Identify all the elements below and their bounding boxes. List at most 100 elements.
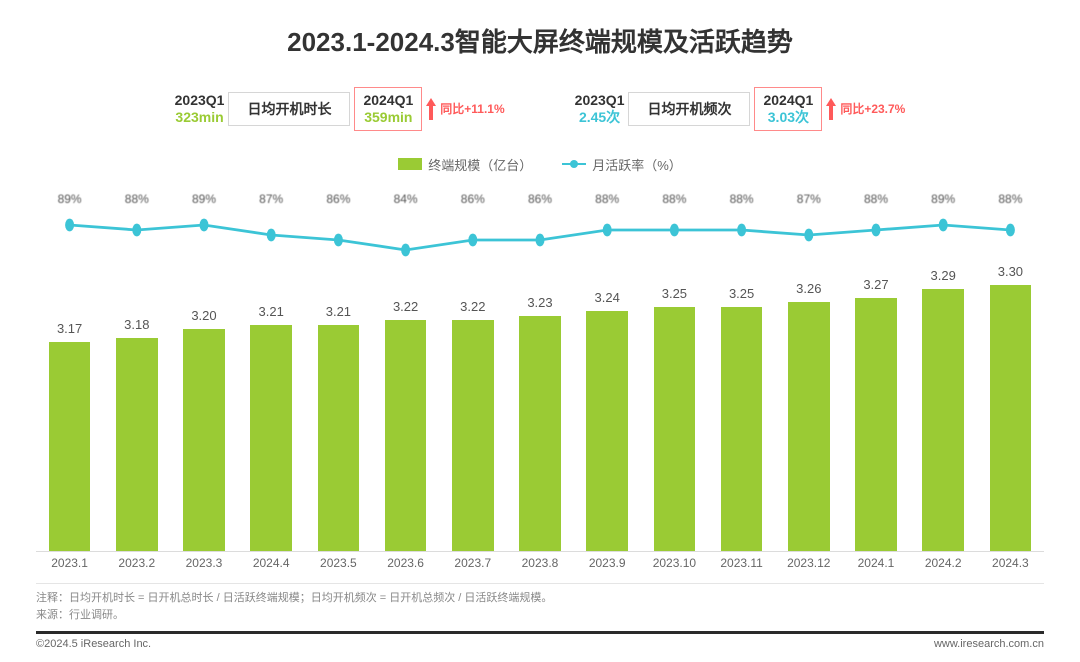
bars-layer: 3.173.183.203.213.213.223.223.233.243.25… — [36, 264, 1044, 552]
line-marker — [267, 228, 276, 241]
bar-wrap: 3.21 — [238, 304, 305, 551]
legend-line: 月活跃率（%） — [562, 155, 682, 174]
line-marker — [1006, 223, 1015, 236]
bar — [855, 298, 897, 551]
kpi-delta-text: 同比+23.7% — [840, 100, 905, 117]
bar — [721, 307, 763, 551]
x-axis-label: 2024.2 — [910, 556, 977, 570]
bar-wrap: 3.25 — [641, 286, 708, 551]
line-layer: 89%88%89%87%86%84%86%86%88%88%88%87%88%8… — [36, 192, 1044, 252]
legend-swatch-bar — [398, 158, 422, 170]
line-value-label: 84% — [394, 192, 418, 206]
kpi-period-label: 2024Q1 — [763, 92, 813, 109]
legend-bar: 终端规模（亿台） — [398, 155, 532, 174]
line-marker — [939, 218, 948, 231]
bar-value-label: 3.22 — [393, 299, 418, 314]
bar — [990, 285, 1032, 551]
line-value-label: 88% — [730, 192, 754, 206]
chart-footer: 注释：日均开机时长 = 日开机总时长 / 日活跃终端规模；日均开机频次 = 日开… — [0, 573, 1080, 662]
kpi-period-label: 2023Q1 — [575, 92, 625, 109]
line-svg — [36, 210, 1044, 270]
kpi-frequency-left: 2023Q1 2.45次 — [575, 92, 625, 126]
arrow-up-icon — [826, 98, 836, 120]
x-axis-label: 2023.7 — [439, 556, 506, 570]
line-value-label: 86% — [326, 192, 350, 206]
footer-copyright: ©2024.5 iResearch Inc. — [36, 638, 151, 650]
bar-value-label: 3.22 — [460, 299, 485, 314]
bar-wrap: 3.30 — [977, 264, 1044, 551]
bar-wrap: 3.29 — [910, 268, 977, 550]
kpi-value: 3.03次 — [768, 109, 809, 126]
footer-bar: ©2024.5 iResearch Inc. www.iresearch.com… — [36, 631, 1044, 650]
legend-swatch-line — [562, 163, 586, 165]
bar-value-label: 3.29 — [931, 268, 956, 283]
line-marker — [804, 228, 813, 241]
chart-title: 2023.1-2024.3智能大屏终端规模及活跃趋势 — [0, 0, 1080, 59]
bar-value-label: 3.30 — [998, 264, 1023, 279]
kpi-period-label: 2023Q1 — [175, 92, 225, 109]
bar-wrap: 3.26 — [775, 281, 842, 550]
footer-note-1: 注释：日均开机时长 = 日开机总时长 / 日活跃终端规模；日均开机频次 = 日开… — [36, 590, 1044, 607]
chart: 89%88%89%87%86%84%86%86%88%88%88%87%88%8… — [36, 192, 1044, 582]
line-value-label: 89% — [58, 192, 82, 206]
x-axis-label: 2023.3 — [170, 556, 237, 570]
bar-value-label: 3.20 — [191, 308, 216, 323]
line-marker — [872, 223, 881, 236]
line-marker — [603, 223, 612, 236]
bar-value-label: 3.21 — [326, 304, 351, 319]
x-axis-label: 2024.3 — [977, 556, 1044, 570]
line-marker — [334, 233, 343, 246]
kpi-value: 2.45次 — [579, 109, 620, 126]
x-axis-label: 2023.10 — [641, 556, 708, 570]
line-value-label: 88% — [998, 192, 1022, 206]
kpi-frequency: 2023Q1 2.45次 日均开机频次 2024Q1 3.03次 同比+23.7… — [575, 87, 906, 131]
kpi-delta-text: 同比+11.1% — [440, 100, 504, 117]
kpi-value: 323min — [175, 109, 223, 126]
x-axis-label: 2023.12 — [775, 556, 842, 570]
bar-value-label: 3.21 — [259, 304, 284, 319]
x-axis-label: 2023.11 — [708, 556, 775, 570]
bar-wrap: 3.22 — [372, 299, 439, 550]
line-marker — [536, 233, 545, 246]
x-axis-label: 2023.1 — [36, 556, 103, 570]
bar — [49, 342, 91, 550]
bar — [922, 289, 964, 550]
line-value-label: 86% — [461, 192, 485, 206]
bar — [654, 307, 696, 551]
legend-bar-label: 终端规模（亿台） — [428, 155, 532, 174]
chart-area: 89%88%89%87%86%84%86%86%88%88%88%87%88%8… — [36, 192, 1044, 582]
bar-wrap: 3.22 — [439, 299, 506, 550]
bar-value-label: 3.25 — [662, 286, 687, 301]
bar — [250, 325, 292, 551]
kpi-duration-right: 2024Q1 359min — [354, 87, 422, 131]
bar-wrap: 3.20 — [170, 308, 237, 551]
line-marker — [65, 218, 74, 231]
bar-wrap: 3.23 — [506, 295, 573, 551]
bar-value-label: 3.26 — [796, 281, 821, 296]
bar-wrap: 3.24 — [574, 290, 641, 550]
kpi-value: 359min — [364, 109, 412, 126]
kpi-delta: 同比+23.7% — [826, 98, 905, 120]
legend-line-label: 月活跃率（%） — [592, 155, 682, 174]
kpi-label-box: 日均开机频次 — [628, 92, 750, 126]
kpi-row: 2023Q1 323min 日均开机时长 2024Q1 359min 同比+11… — [0, 87, 1080, 131]
x-axis-label: 2023.9 — [574, 556, 641, 570]
bar — [183, 329, 225, 551]
line-marker — [670, 223, 679, 236]
bar — [519, 316, 561, 551]
kpi-duration: 2023Q1 323min 日均开机时长 2024Q1 359min 同比+11… — [175, 87, 505, 131]
kpi-duration-left: 2023Q1 323min — [175, 92, 225, 126]
bar — [385, 320, 427, 550]
bar — [788, 302, 830, 550]
bar-wrap: 3.27 — [842, 277, 909, 551]
x-axis-label: 2023.2 — [103, 556, 170, 570]
line-marker — [132, 223, 141, 236]
bar-value-label: 3.24 — [595, 290, 620, 305]
line-value-label: 88% — [662, 192, 686, 206]
bar-wrap: 3.25 — [708, 286, 775, 551]
x-axis-label: 2023.6 — [372, 556, 439, 570]
bar — [116, 338, 158, 551]
bar-value-label: 3.17 — [57, 321, 82, 336]
arrow-up-icon — [426, 98, 436, 120]
chart-container: 2023.1-2024.3智能大屏终端规模及活跃趋势 2023Q1 323min… — [0, 0, 1080, 662]
